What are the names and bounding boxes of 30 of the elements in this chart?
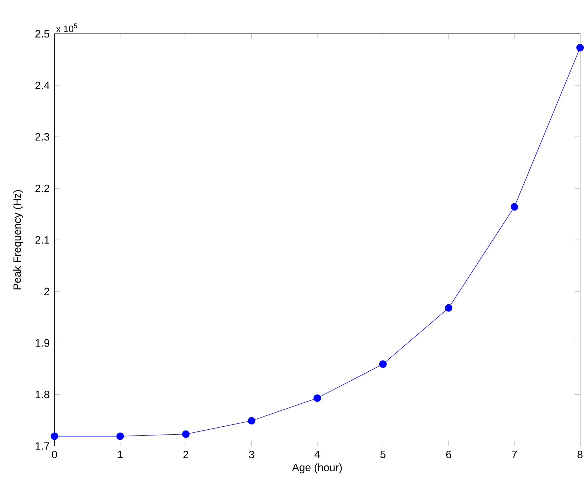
y-axis-title: Peak Frequency (Hz): [13, 190, 24, 290]
point: [116, 432, 124, 440]
y-tick-label: 1.8: [36, 390, 50, 398]
y-tick-label: 2.3: [36, 133, 50, 141]
x-tick-label: 1: [118, 450, 123, 458]
x-tick-label: 6: [446, 450, 452, 458]
point: [379, 360, 387, 368]
y-tick-label: 1.9: [36, 339, 50, 347]
point: [510, 203, 518, 211]
y-tick-label: 2.1: [36, 236, 50, 244]
x-tick-label: 2: [184, 450, 189, 458]
x-tick-label: 4: [314, 450, 320, 458]
x-tick-label: 3: [249, 450, 254, 458]
x-tick-label: 0: [52, 450, 58, 458]
y-tick-label: 2: [44, 288, 50, 296]
x-tick-label: 8: [578, 450, 583, 458]
point: [248, 417, 256, 425]
point: [182, 430, 190, 438]
text: x 10$^{5}$: [56, 24, 78, 32]
point: [314, 394, 322, 402]
y-tick-label: 2.5: [36, 30, 50, 38]
y-tick-label: 1.7: [36, 442, 50, 450]
y-tick-label: 2.4: [36, 82, 50, 90]
x-axis-title: Age (hour): [292, 464, 342, 474]
x-tick-label: 5: [380, 450, 386, 458]
x-tick-label: 7: [512, 450, 518, 458]
point: [50, 432, 58, 440]
point: [445, 304, 453, 312]
point: [576, 44, 584, 52]
y-tick-label: 2.2: [36, 184, 50, 192]
